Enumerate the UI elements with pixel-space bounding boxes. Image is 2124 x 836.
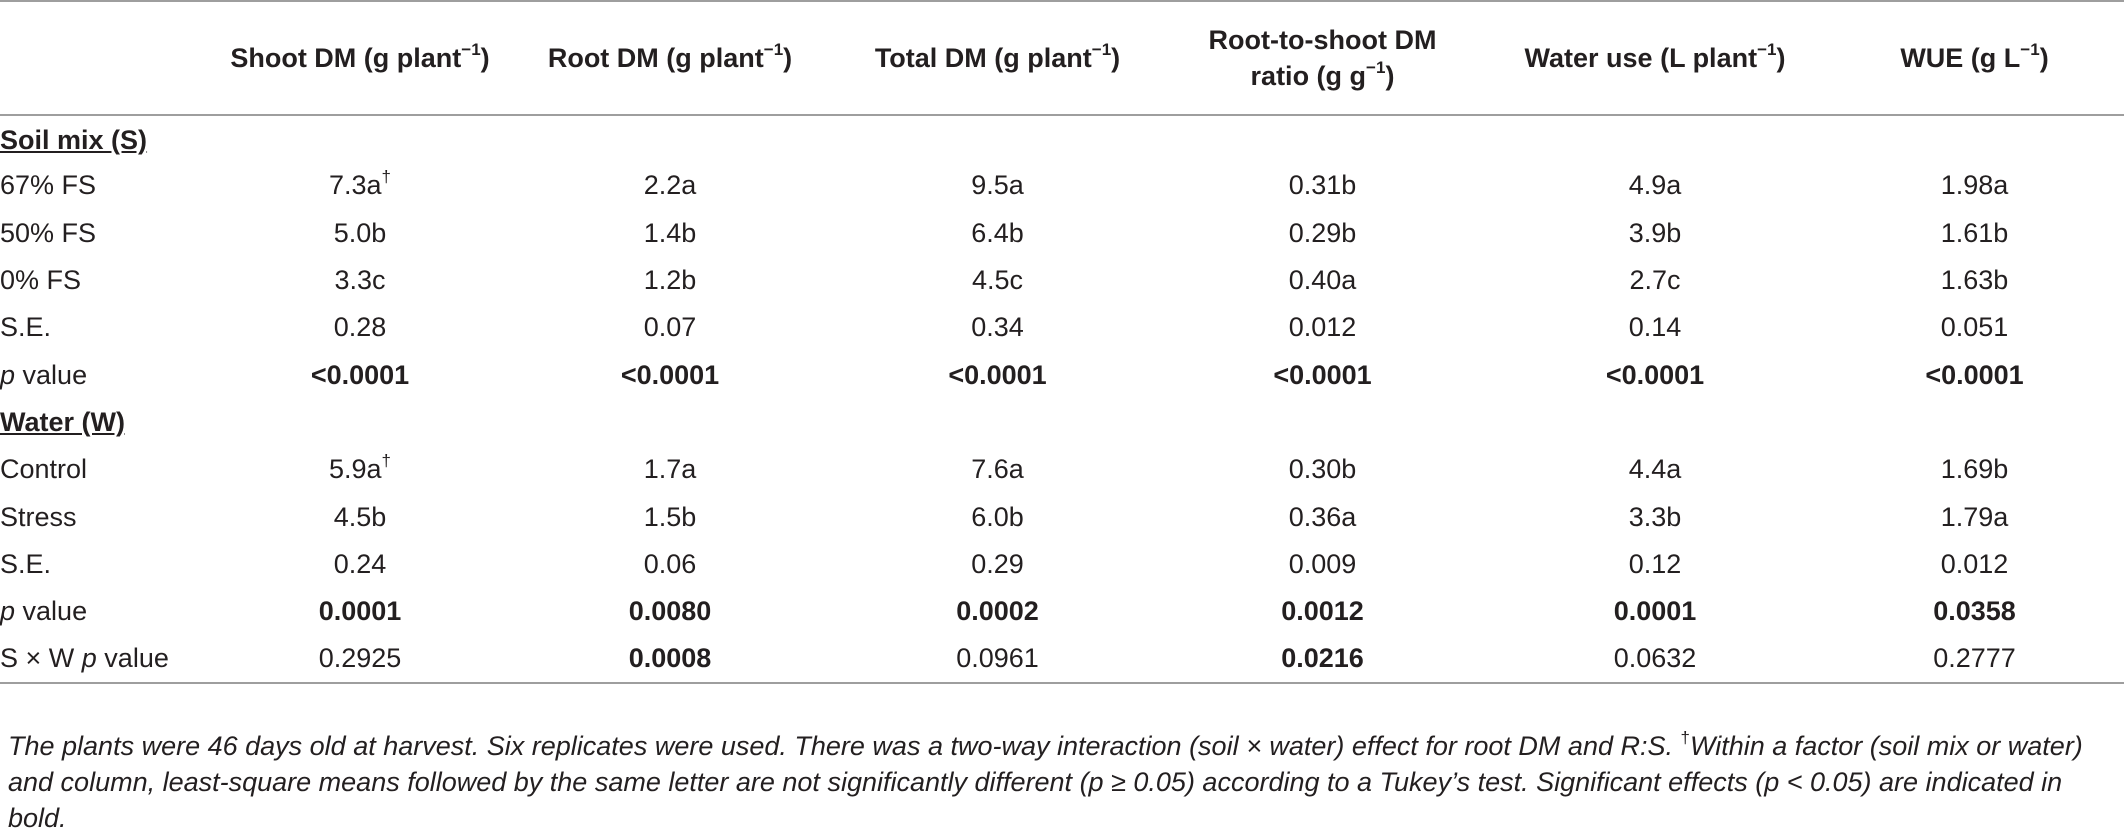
table-row: Control 5.9a† 1.7a 7.6a 0.30b 4.4a 1.69b: [0, 446, 2124, 493]
row-label: Control: [0, 454, 88, 485]
row-label: 50% FS: [0, 217, 97, 248]
dagger-mark: †: [381, 167, 392, 187]
dagger-mark: †: [381, 451, 392, 471]
table-row: p value <0.0001 <0.0001 <0.0001 <0.0001 …: [0, 351, 2124, 398]
cell: 0.0216: [1160, 635, 1485, 684]
header-shoot-dm: Shoot DM (g plant−1): [215, 0, 505, 116]
cell: 1.98a: [1940, 170, 2009, 201]
cell: 4.5b: [333, 501, 387, 532]
cell: 0.0012: [1281, 596, 1364, 627]
cell: 0.0080: [628, 596, 712, 627]
cell: 0.30b: [1288, 454, 1357, 485]
cell: 0.012: [1288, 312, 1357, 343]
header-water-use: Water use (L plant−1): [1485, 0, 1825, 116]
cell: 0.2925: [215, 635, 505, 684]
row-label: 67% FS: [0, 170, 97, 201]
section-title-soil: Soil mix (S): [0, 124, 148, 155]
cell: 1.63b: [1940, 265, 2009, 296]
cell: <0.0001: [310, 359, 410, 390]
table-row: 50% FS 5.0b 1.4b 6.4b 0.29b 3.9b 1.61b: [0, 210, 2124, 257]
cell: 0.07: [643, 312, 697, 343]
cell: 1.61b: [1940, 217, 2009, 248]
header-stub: [0, 0, 215, 116]
cell: 4.4a: [1628, 454, 1682, 485]
cell: 6.4b: [971, 217, 1024, 248]
cell: 0.36a: [1288, 501, 1357, 532]
cell: 0.0002: [956, 596, 1039, 627]
cell: 4.9a: [1628, 170, 1682, 201]
cell: <0.0001: [1925, 359, 2024, 390]
row-label: S × W p value: [0, 635, 215, 684]
table-row: p value 0.0001 0.0080 0.0002 0.0012 0.00…: [0, 588, 2124, 635]
cell: 0.29: [971, 548, 1024, 579]
row-label: 0% FS: [0, 265, 82, 296]
row-label: p value: [0, 359, 88, 390]
cell: 6.0b: [971, 501, 1024, 532]
cell: 0.14: [1628, 312, 1682, 343]
cell: 7.3a†: [328, 167, 392, 201]
row-label: Stress: [0, 501, 77, 532]
cell: 3.3c: [334, 265, 386, 296]
table-row: S.E. 0.24 0.06 0.29 0.009 0.12 0.012: [0, 541, 2124, 588]
cell: 0.012: [1940, 548, 2009, 579]
cell: 5.0b: [333, 217, 387, 248]
cell: 1.5b: [643, 501, 697, 532]
cell: 2.2a: [643, 170, 697, 201]
cell: 0.0008: [505, 635, 835, 684]
table-row: S.E. 0.28 0.07 0.34 0.012 0.14 0.051: [0, 304, 2124, 351]
row-label: S.E.: [0, 312, 52, 343]
cell: <0.0001: [948, 359, 1047, 390]
cell: <0.0001: [1605, 359, 1705, 390]
header-root-shoot-ratio: Root-to-shoot DM ratio (g g−1): [1160, 0, 1485, 116]
cell: 0.0001: [318, 596, 402, 627]
section-row-water: Water (W): [0, 399, 2124, 446]
header-root-dm: Root DM (g plant−1): [505, 0, 835, 116]
cell: 7.6a: [971, 454, 1024, 485]
row-label: p value: [0, 596, 88, 627]
table-row: 0% FS 3.3c 1.2b 4.5c 0.40a 2.7c 1.63b: [0, 257, 2124, 304]
cell: <0.0001: [1273, 359, 1372, 390]
cell: 0.0001: [1613, 596, 1697, 627]
cell: 0.28: [333, 312, 387, 343]
cell: 0.009: [1288, 548, 1357, 579]
cell: 0.0961: [835, 635, 1160, 684]
cell: 1.4b: [643, 217, 697, 248]
cell: 0.12: [1628, 548, 1682, 579]
cell: 0.31b: [1288, 170, 1357, 201]
cell: 1.2b: [643, 265, 697, 296]
cell: 1.69b: [1940, 454, 2009, 485]
cell: 0.29b: [1288, 217, 1357, 248]
cell: 3.9b: [1628, 217, 1682, 248]
cell: 0.06: [643, 548, 697, 579]
table-footnote: The plants were 46 days old at harvest. …: [8, 728, 2083, 833]
cell: 0.2777: [1825, 635, 2124, 684]
cell: 0.24: [333, 548, 387, 579]
table-row: S × W p value 0.2925 0.0008 0.0961 0.021…: [0, 635, 2124, 684]
table-row: 67% FS 7.3a† 2.2a 9.5a 0.31b 4.9a 1.98a: [0, 162, 2124, 209]
cell: 3.3b: [1628, 501, 1682, 532]
results-table: Shoot DM (g plant−1) Root DM (g plant−1)…: [0, 0, 2124, 684]
cell: <0.0001: [620, 359, 720, 390]
cell: 4.5c: [971, 265, 1024, 296]
cell: 0.40a: [1288, 265, 1357, 296]
cell: 0.051: [1940, 312, 2009, 343]
header-wue: WUE (g L−1): [1825, 0, 2124, 116]
dagger-mark: †: [1680, 728, 1690, 747]
cell: 1.79a: [1940, 501, 2009, 532]
cell: 0.34: [971, 312, 1024, 343]
cell: 0.0632: [1485, 635, 1825, 684]
cell: 2.7c: [1629, 265, 1681, 296]
cell: 1.7a: [643, 454, 697, 485]
cell: 0.0358: [1933, 596, 2016, 627]
header-row: Shoot DM (g plant−1) Root DM (g plant−1)…: [0, 0, 2124, 116]
section-row-soil: Soil mix (S): [0, 115, 2124, 162]
cell: 9.5a: [971, 170, 1024, 201]
section-title-water: Water (W): [0, 406, 125, 437]
row-label: S.E.: [0, 548, 52, 579]
header-total-dm: Total DM (g plant−1): [835, 0, 1160, 116]
table-row: Stress 4.5b 1.5b 6.0b 0.36a 3.3b 1.79a: [0, 493, 2124, 540]
cell: 5.9a†: [328, 451, 392, 485]
